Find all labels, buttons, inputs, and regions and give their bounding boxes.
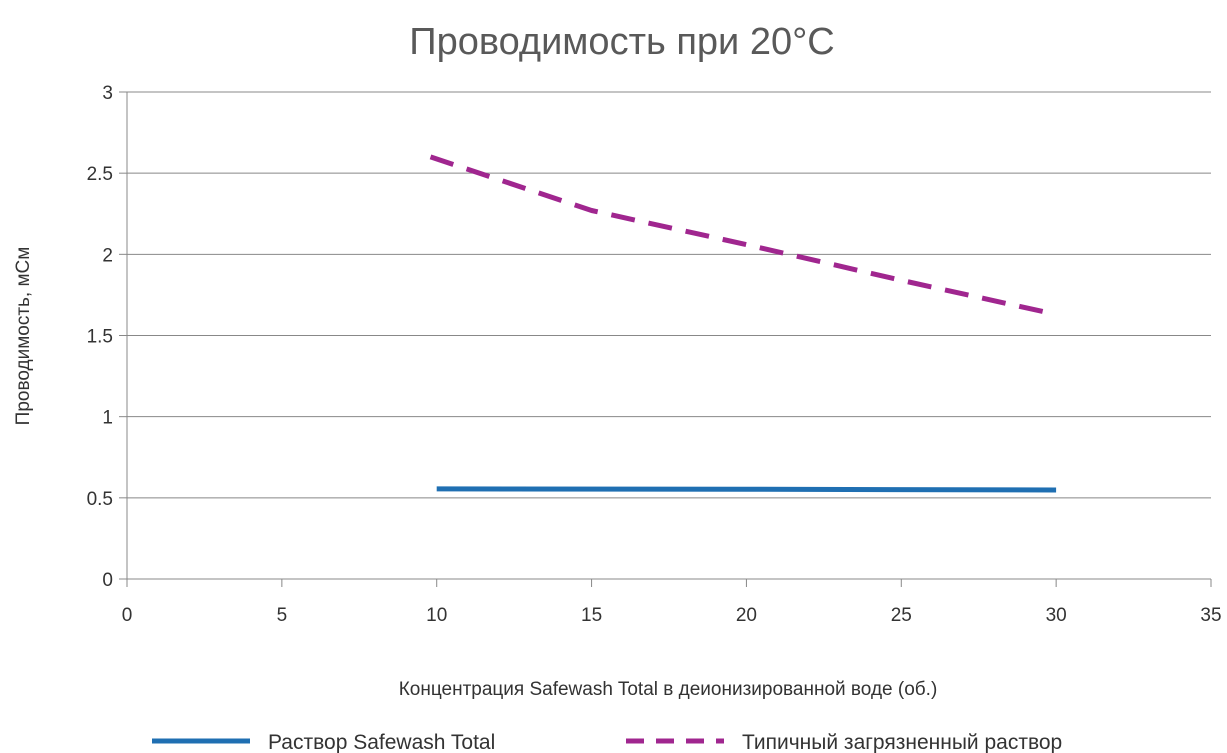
y-tick-label-2: 1 [102, 408, 113, 429]
legend-label-0: Раствор Safewash Total [268, 731, 495, 753]
chart-title: Проводимость при 20°C [409, 21, 834, 63]
gridlines [127, 91, 1211, 580]
y-tick-label-3: 1.5 [87, 327, 113, 348]
x-tick-labels: 0 5 10 15 20 25 30 35 [122, 605, 1222, 626]
x-tick-label-2: 10 [426, 605, 447, 626]
y-tick-labels: 0 0.5 1 1.5 2 2.5 3 [87, 83, 113, 591]
y-tick-label-0: 0 [102, 570, 113, 591]
axes [119, 91, 1212, 587]
y-tick-label-1: 0.5 [87, 489, 113, 510]
series-line-1 [429, 154, 1057, 317]
x-tick-label-7: 35 [1200, 605, 1221, 626]
x-tick-label-3: 15 [581, 605, 602, 626]
x-tick-label-4: 20 [736, 605, 757, 626]
legend: Раствор Safewash Total Типичный загрязнен… [152, 731, 1062, 753]
y-tick-label-4: 2 [102, 245, 113, 266]
x-tick-label-1: 5 [277, 605, 288, 626]
series-lines [429, 154, 1057, 493]
x-tick-label-5: 25 [891, 605, 912, 626]
y-tick-label-5: 2.5 [87, 164, 113, 185]
y-tick-label-6: 3 [102, 83, 113, 104]
x-tick-label-6: 30 [1046, 605, 1067, 626]
series-line-0 [436, 486, 1057, 493]
legend-label-1: Типичный загрязненный раствор [742, 731, 1062, 753]
y-axis-label: Проводимость, мСм [13, 247, 34, 426]
x-axis-label: Концентрация Safewash Total в деионизиро… [399, 679, 938, 700]
x-tick-label-0: 0 [122, 605, 133, 626]
